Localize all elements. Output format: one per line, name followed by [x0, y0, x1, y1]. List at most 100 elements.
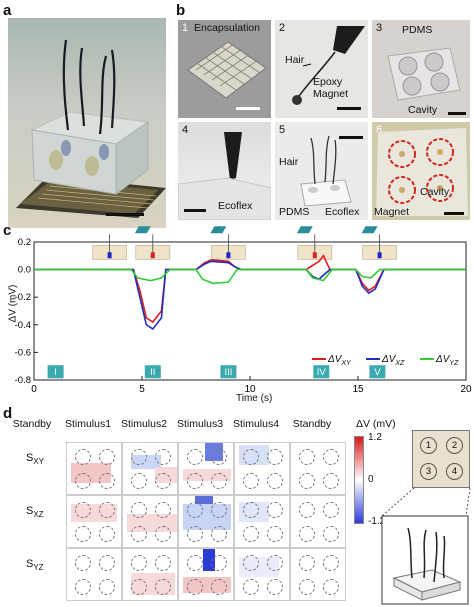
- row-header-main: S: [26, 452, 34, 464]
- heatmap-cell: [66, 495, 122, 548]
- cavity-circle: [75, 579, 91, 595]
- cavity-circle: [155, 502, 171, 518]
- y-tick-label: -0.2: [15, 292, 31, 303]
- caption-cavity: Cavity: [420, 186, 450, 198]
- heatmap-cell: [122, 495, 178, 548]
- stimulus-arrow: [361, 226, 378, 234]
- heatmap-patch: [131, 573, 175, 595]
- x-axis-label: Time (s): [236, 393, 273, 404]
- colorbar-tick-min: -1.2: [368, 516, 386, 527]
- stimulus-label: II: [150, 367, 155, 378]
- cavity-circle: [299, 449, 315, 465]
- cavity-circle: [211, 526, 227, 542]
- cavity-circle: [211, 473, 227, 489]
- cavity-circle: [131, 473, 147, 489]
- scale-bar: [444, 212, 464, 215]
- cavity-circle: [299, 526, 315, 542]
- scale-bar: [339, 136, 363, 139]
- stimulus-box: [144, 365, 161, 379]
- cavity-circle: [323, 473, 339, 489]
- panel-label-a: a: [3, 2, 12, 19]
- heatmap-cell: [178, 495, 234, 548]
- cavity-circle: [267, 502, 283, 518]
- cavity-circle: [155, 449, 171, 465]
- stimulus-label: I: [54, 367, 57, 378]
- caption-hair: Hair: [279, 156, 299, 168]
- tile-number: 2: [279, 22, 286, 34]
- heatmap-patch: [203, 549, 215, 571]
- y-axis-label: ΔV (mV): [7, 284, 19, 323]
- tile-number: 5: [279, 124, 286, 136]
- scale-bar: [337, 107, 361, 110]
- device-photo: [8, 18, 166, 228]
- legend-label: ΔV: [328, 354, 342, 365]
- cavity-circle: [267, 555, 283, 571]
- cavity-circle: [187, 526, 203, 542]
- cavity-circle: [267, 473, 283, 489]
- cavity-circle: [75, 502, 91, 518]
- series-line-xy: [34, 254, 466, 324]
- cavity-circle: [155, 526, 171, 542]
- cavity-circle: [299, 502, 315, 518]
- heatmap-cell: [234, 548, 290, 601]
- cavity-circle: [155, 555, 171, 571]
- cavity-circle: [243, 526, 259, 542]
- cavity-circle: [211, 579, 227, 595]
- caption-ecoflex: Ecoflex: [218, 200, 253, 212]
- schematic-magnet: [150, 252, 155, 259]
- row-header-sub: XZ: [33, 510, 44, 520]
- tile-encapsulation: 1 Encapsulation: [178, 20, 271, 118]
- cavity-circle: [131, 579, 147, 595]
- cavity-circle: [131, 449, 147, 465]
- scale-bar: [106, 213, 144, 216]
- series-line-xz: [34, 260, 466, 331]
- cavity-circle: [267, 579, 283, 595]
- x-tick-label: 5: [139, 384, 145, 395]
- legend-label: ΔV: [436, 354, 450, 365]
- caption-ecoflex: Ecoflex: [325, 206, 360, 218]
- tile-assembled: 5 Hair PDMS Ecoflex: [275, 122, 368, 220]
- cavity-circle: [131, 555, 147, 571]
- cavity-circle: [75, 555, 91, 571]
- scale-bar: [236, 107, 260, 110]
- cavity-circle: [267, 526, 283, 542]
- cavity-circle: [131, 502, 147, 518]
- heatmap-patch: [239, 502, 269, 522]
- series-line-yz: [34, 268, 466, 285]
- legend-subscript: XZ: [395, 360, 405, 367]
- heatmap-cell: [122, 548, 178, 601]
- cavity-circle: [99, 502, 115, 518]
- heatmap-patch: [71, 463, 111, 483]
- cavity-circle: [187, 449, 203, 465]
- column-header: Stimulus1: [64, 418, 112, 430]
- y-tick-label: -0.4: [15, 320, 31, 331]
- stimulus-arrow: [134, 226, 151, 234]
- column-header: Stimulus4: [232, 418, 280, 430]
- legend-swatch: [312, 358, 326, 361]
- cavity-circle: [323, 449, 339, 465]
- heatmap-cell: [290, 548, 346, 601]
- schematic-magnet: [226, 252, 231, 259]
- caption-pdms: PDMS: [279, 206, 310, 218]
- heatmap-cell: [66, 442, 122, 495]
- panel-label-b: b: [176, 2, 186, 19]
- cavity-circle: [75, 526, 91, 542]
- legend-swatch: [366, 358, 380, 361]
- legend-swatch: [420, 358, 434, 361]
- row-header: SXY: [26, 452, 44, 466]
- cavity-circle: [323, 502, 339, 518]
- stimulus-box: [313, 365, 330, 379]
- heatmap-cell: [178, 442, 234, 495]
- cavity-circle: [187, 579, 203, 595]
- row-header-sub: YZ: [33, 563, 44, 573]
- heatmap-cell: [290, 495, 346, 548]
- row-header-main: S: [26, 558, 34, 570]
- caption-encapsulation: Encapsulation: [194, 22, 260, 34]
- cavity-circle: [131, 526, 147, 542]
- device-illustration: [16, 39, 166, 218]
- voltage-chart: 0 5 10 15 200.20.0-0.2-0.4-0.6-0.8I II III IV V: [15, 226, 472, 395]
- legend-subscript: XY: [341, 360, 351, 367]
- heatmap-patch: [239, 557, 279, 577]
- heatmap-patch: [183, 469, 231, 481]
- tile-hair-magnet: 2 Hair Epoxy Magnet: [275, 20, 368, 118]
